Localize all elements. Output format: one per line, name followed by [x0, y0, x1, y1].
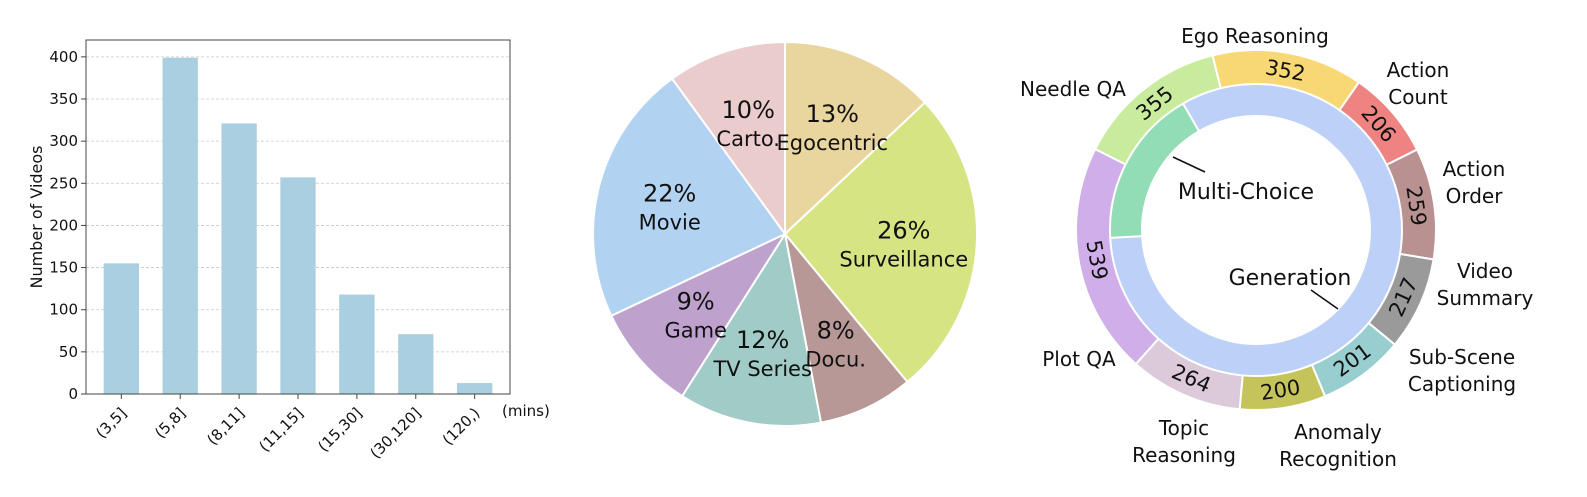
pie-slice-label: Surveillance: [839, 247, 968, 271]
bar-x-tick-label: (5,8]: [151, 404, 189, 442]
bar-y-tick-label: 250: [49, 174, 78, 192]
pie-slice-label: Egocentric: [777, 131, 888, 155]
bar-y-tick-label: 200: [49, 216, 78, 234]
bar-y-tick-label: 0: [68, 385, 78, 403]
bar-x-tick-label: (120,): [439, 404, 484, 449]
bar: [162, 57, 198, 394]
bar-chart: 0 50 100 150 200 250 300 350 400 (3,5] (5,8] (8,11…: [27, 39, 550, 462]
pie-slice-percent: 12%: [736, 326, 789, 354]
donut-outer-value: 259: [1401, 184, 1431, 227]
bar-y-tick-label: 50: [59, 343, 78, 361]
outer-label-action-count-1: Action: [1387, 58, 1450, 82]
bar-x-tick-label: (3,5]: [92, 404, 130, 442]
donut-outer-ring: [1075, 48, 1437, 411]
pie-slice-percent: 8%: [817, 317, 855, 345]
pie-slice-label: TV Series: [712, 357, 811, 381]
bar: [221, 123, 257, 394]
bar-x-tick-label: (15,30]: [314, 404, 365, 455]
bar: [457, 383, 493, 394]
bar-y-tick-label: 100: [49, 301, 78, 319]
outer-label-action-order-1: Action: [1443, 157, 1506, 181]
bar-y-tick-label: 300: [49, 132, 78, 150]
pie-slice-percent: 26%: [877, 216, 930, 244]
pie-slice-label: Movie: [639, 210, 701, 234]
generation-pointer: [1310, 289, 1339, 310]
bar-y-label: Number of Videos: [27, 145, 46, 288]
outer-label-topic-2: Reasoning: [1132, 443, 1236, 467]
pie-slices: [592, 40, 978, 427]
bar-y-axis: 0 50 100 150 200 250 300 350 400: [49, 48, 86, 403]
bar-y-tick-label: 350: [49, 90, 78, 108]
pie-slice: [609, 231, 788, 398]
outer-label-video-summary-2: Summary: [1437, 286, 1534, 310]
outer-label-sub-scene-1: Sub-Scene: [1409, 345, 1515, 369]
pie-slice-percent: 13%: [806, 100, 859, 128]
donut-inner-segment: [1109, 102, 1201, 239]
bar: [398, 334, 434, 394]
outer-label-video-summary-1: Video: [1457, 259, 1513, 283]
outer-label-ego-reasoning: Ego Reasoning: [1181, 24, 1329, 48]
bar-y-tick-label: 400: [49, 48, 78, 66]
pie-slice-percent: 10%: [722, 96, 775, 124]
donut-outer-value: 200: [1259, 375, 1302, 405]
bar-x-axis: (3,5] (5,8] (8,11] (11,15] (15,30] (30,120] (1…: [92, 394, 483, 462]
inner-label-generation: Generation: [1229, 266, 1352, 291]
outer-label-plot-qa: Plot QA: [1042, 347, 1116, 371]
pie-slice: [670, 40, 786, 238]
pie-slice-percent: 22%: [643, 179, 696, 207]
bar-x-tick-label: (11,15]: [255, 404, 306, 455]
pie-slice: [784, 40, 927, 237]
pie-slice-label: Docu.: [805, 348, 866, 372]
bar-x-unit: (mins): [502, 402, 550, 420]
outer-label-action-order-2: Order: [1446, 184, 1504, 208]
bar: [103, 263, 139, 394]
outer-label-sub-scene-2: Captioning: [1408, 372, 1516, 396]
pie-slice-label: Game: [664, 319, 727, 343]
bar: [339, 294, 375, 394]
bar: [280, 177, 316, 394]
pie-slice: [783, 101, 978, 384]
pie-slice: [592, 77, 787, 318]
pie-slice-label: Carto.: [716, 127, 780, 151]
pie-chart: 13% Egocentric 26% Surveillance 8% Docu. 12% TV…: [592, 40, 978, 427]
bar-series: [103, 57, 493, 394]
multi-choice-pointer: [1172, 156, 1206, 173]
outer-label-action-count-2: Count: [1388, 85, 1448, 109]
pie-slice: [680, 231, 823, 427]
pie-labels: 13% Egocentric 26% Surveillance 8% Docu. 12% TV…: [639, 96, 969, 381]
bar-x-tick-label: (30,120]: [366, 404, 424, 462]
bar-y-tick-label: 150: [49, 259, 78, 277]
outer-label-anomaly-1: Anomaly: [1294, 420, 1382, 444]
bar-x-tick-label: (8,11]: [203, 404, 248, 449]
outer-label-needle-qa: Needle QA: [1020, 77, 1126, 101]
donut-inner-ring: [1109, 83, 1403, 377]
donut-inner-segment: [1109, 83, 1403, 377]
outer-label-topic-1: Topic: [1158, 416, 1209, 440]
pie-slice: [784, 233, 909, 424]
outer-label-anomaly-2: Recognition: [1279, 447, 1397, 471]
pie-slice-percent: 9%: [677, 288, 715, 316]
inner-label-multi-choice: Multi-Choice: [1178, 180, 1314, 205]
